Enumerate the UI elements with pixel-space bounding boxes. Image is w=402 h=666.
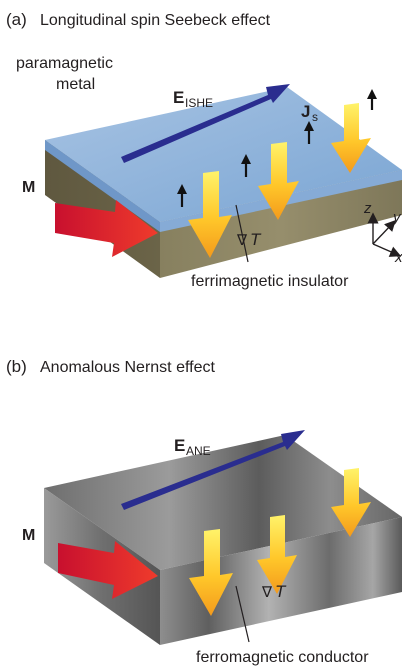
coordinate-axes xyxy=(367,212,402,257)
panel-b-title: Anomalous Nernst effect xyxy=(40,359,215,376)
spin-current-label: J xyxy=(301,102,310,121)
heat-arrow-b-2 xyxy=(257,515,297,594)
e-ane-arrow xyxy=(121,430,305,510)
magnetization-label-a: M xyxy=(22,179,35,196)
metal-label-line2: metal xyxy=(56,76,95,93)
panel-a-tag: (a) xyxy=(6,10,27,29)
e-ane-label: E xyxy=(174,436,185,455)
spin-current-arrows xyxy=(177,89,377,207)
insulator-leader-line xyxy=(235,204,249,263)
magnetization-arrow-b xyxy=(58,541,158,599)
heat-arrow-b-1 xyxy=(189,529,233,616)
e-ishe-subscript: ISHE xyxy=(185,96,213,110)
panel-a: (a) Longitudinal spin Seebeck effect xyxy=(6,10,402,290)
e-ishe-label: E xyxy=(173,88,184,107)
axis-y-label: y xyxy=(392,209,402,226)
spin-current-subscript: s xyxy=(312,110,318,124)
metal-front-face xyxy=(45,140,160,232)
gradient-t-a: T xyxy=(250,230,262,249)
panel-a-title: Longitudinal spin Seebeck effect xyxy=(40,12,271,29)
insulator-label: ferrimagnetic insulator xyxy=(191,273,349,290)
gradient-nabla-a: ∇ xyxy=(236,232,248,249)
conductor-label: ferromagnetic conductor xyxy=(196,649,369,666)
heat-arrow-a-1 xyxy=(188,171,232,258)
heat-arrow-a-3 xyxy=(331,103,371,173)
axis-x-label: x xyxy=(394,249,402,266)
magnetization-label-b: M xyxy=(22,527,35,544)
gradient-nabla-b: ∇ xyxy=(261,584,273,601)
heat-arrow-b-3 xyxy=(331,468,371,537)
magnetization-arrow-a xyxy=(55,200,158,257)
e-ane-subscript: ANE xyxy=(186,444,211,458)
conductor-top-face xyxy=(44,435,402,570)
gradient-t-b: T xyxy=(275,582,287,601)
heat-arrow-a-2 xyxy=(258,142,299,220)
panel-b-tag: (b) xyxy=(6,357,27,376)
insulator-side-face xyxy=(160,170,402,278)
metal-label-line1: paramagnetic xyxy=(16,55,113,72)
axis-z-label: z xyxy=(363,200,372,217)
panel-b: (b) Anomalous Nernst effect E ANE M ∇ T … xyxy=(6,357,402,666)
metal-top-face xyxy=(45,87,402,222)
e-ishe-arrow xyxy=(121,84,290,163)
conductor-leader-line xyxy=(235,585,250,643)
